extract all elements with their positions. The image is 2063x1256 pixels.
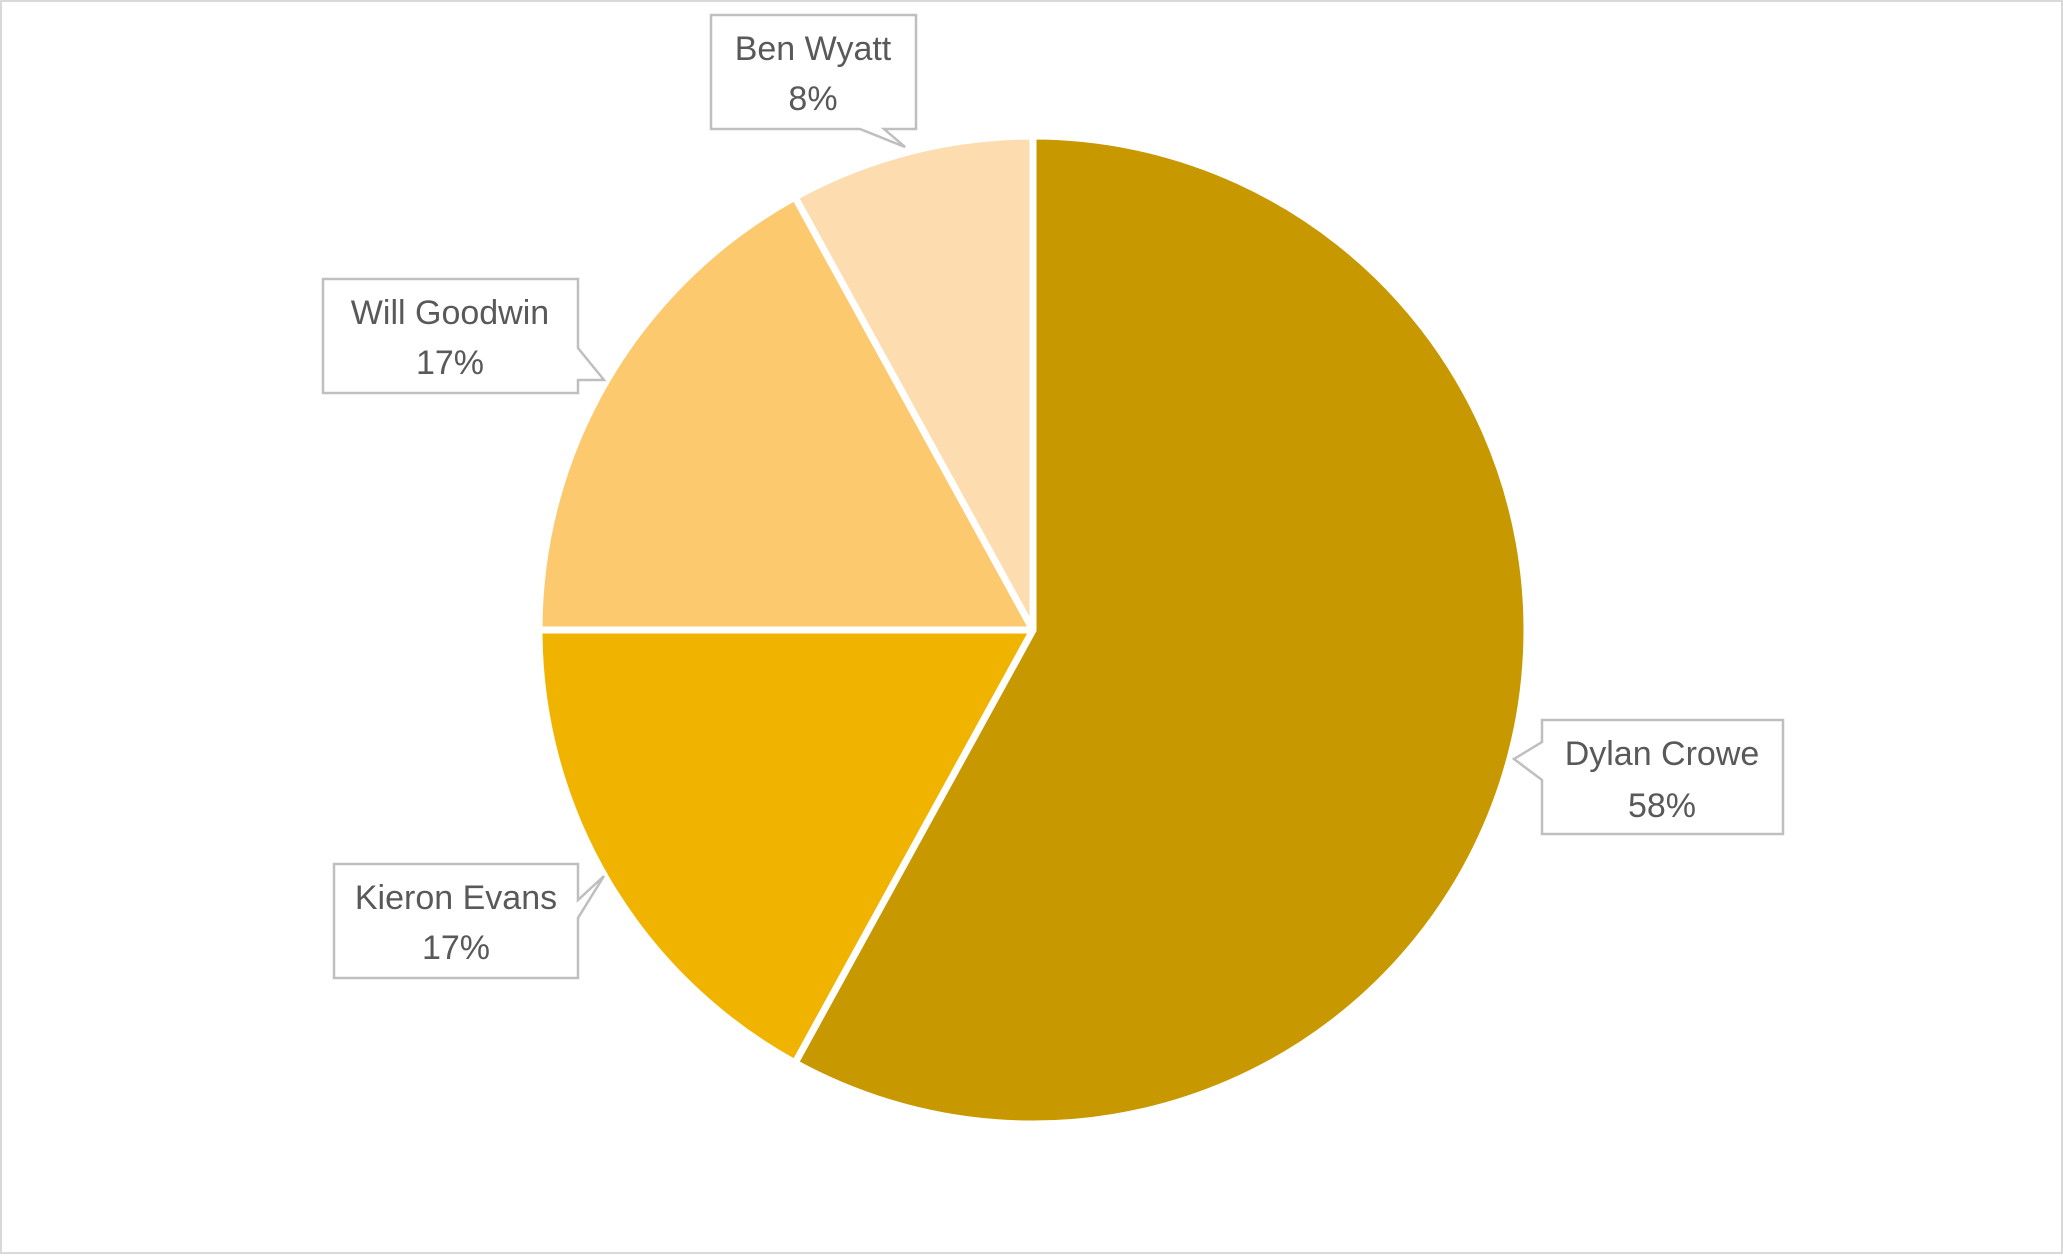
callout-ben-wyatt: Ben Wyatt 8% [709, 13, 918, 149]
slice-value: 8% [788, 80, 837, 118]
slice-label: Kieron Evans [355, 879, 557, 917]
callout-box [1511, 718, 1785, 836]
callout-box [332, 862, 606, 980]
callout-kieron-evans: Kieron Evans 17% [332, 862, 606, 980]
slice-value: 17% [422, 929, 490, 967]
pie-slice-dylan-crowe [791, 132, 1531, 1128]
slice-label: Ben Wyatt [735, 30, 892, 68]
callout-box [709, 13, 918, 149]
pie-slice-will-goodwin [535, 193, 1037, 634]
slice-label: Dylan Crowe [1565, 735, 1760, 773]
pie-slices [535, 132, 1531, 1128]
pie-slice-ben-wyatt [791, 132, 1037, 634]
callout-will-goodwin: Will Goodwin 17% [321, 277, 607, 395]
slice-value: 58% [1628, 787, 1696, 825]
slice-label: Will Goodwin [351, 294, 549, 332]
callout-box [321, 277, 607, 395]
slice-value: 17% [416, 344, 484, 382]
callout-dylan-crowe: Dylan Crowe 58% [1511, 718, 1785, 836]
data-label-callouts: Dylan Crowe 58% Kieron Evans 17% Will Go… [321, 13, 1785, 980]
pie-slice-kieron-evans [535, 626, 1037, 1067]
